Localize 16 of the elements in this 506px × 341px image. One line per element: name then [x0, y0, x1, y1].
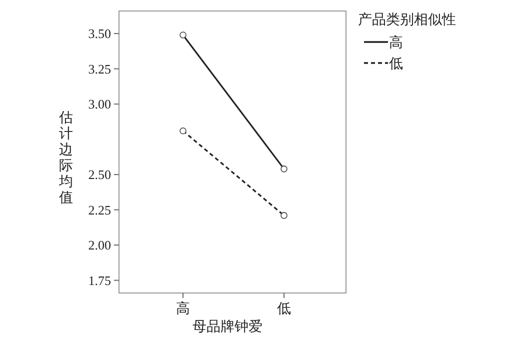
y-tick-label: 2.25 [88, 202, 111, 218]
point [180, 32, 186, 38]
y-tick-label: 3.25 [88, 61, 111, 76]
y-tick-label: 1.75 [88, 272, 111, 288]
legend-label: 高 [389, 35, 403, 51]
y-axis-title: 估计边际均值 [58, 110, 73, 206]
y-tick-label: 2.50 [88, 167, 111, 182]
point [280, 166, 288, 172]
legend-label: 低 [389, 56, 403, 72]
y-tick-label: 3.50 [88, 26, 111, 42]
point [280, 212, 288, 219]
legend-title: 产品类别相似性 [358, 12, 456, 28]
x-axis-title: 母品牌钟爱 [192, 319, 262, 335]
y-tick-label: 3.00 [88, 96, 111, 112]
y-tick-label: 2.00 [88, 238, 111, 253]
point [180, 127, 186, 134]
